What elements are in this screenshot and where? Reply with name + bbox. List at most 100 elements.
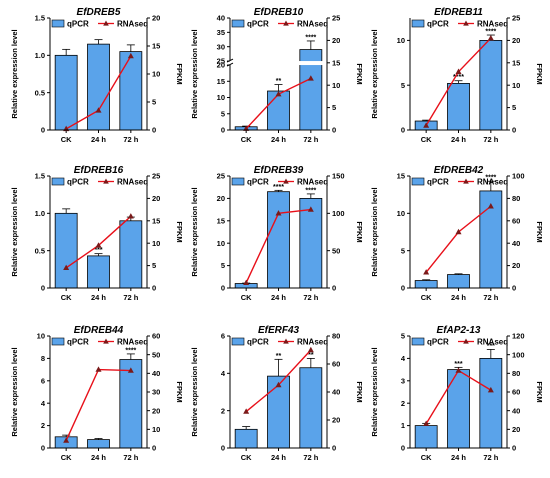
- left-tick-label: 1.0: [35, 209, 45, 218]
- rnaseq-point: [95, 242, 102, 248]
- legend: qPCR RNAseq: [231, 177, 328, 187]
- significance-label: ****: [453, 74, 464, 81]
- qpcr-bar: [87, 255, 110, 289]
- right-tick-label: 0: [332, 444, 336, 453]
- right-tick-label: 40: [152, 369, 160, 378]
- left-tick-label: 5: [221, 109, 225, 118]
- legend-bar-label: qPCR: [427, 178, 449, 187]
- qpcr-bar: [267, 90, 290, 131]
- left-tick-label: 5: [401, 332, 405, 341]
- significance-label: ****: [125, 347, 136, 354]
- rnaseq-point: [423, 122, 430, 128]
- category-label: CK: [421, 453, 432, 462]
- left-tick-label: 25: [217, 57, 225, 66]
- right-axis-label: FPKM: [535, 63, 544, 84]
- right-axis-label: FPKM: [535, 381, 544, 402]
- rnaseq-point: [243, 279, 250, 285]
- right-tick-label: 5: [332, 103, 336, 112]
- right-tick-label: 5: [512, 103, 516, 112]
- left-tick-label: 25: [217, 172, 225, 181]
- qpcr-bar: [54, 212, 78, 289]
- left-tick-label: 35: [217, 28, 225, 37]
- category-label: 24 h: [451, 453, 466, 462]
- legend-line-marker: [463, 338, 469, 344]
- panel-efdreb5: EfDREB5 Relative expression level FPKM 0 0.5…: [10, 7, 184, 144]
- category-label: 24 h: [451, 293, 466, 302]
- qpcr-bar: [87, 439, 110, 449]
- right-tick-label: 0: [512, 284, 516, 293]
- legend: qPCR RNAseq: [411, 338, 508, 347]
- right-tick-label: 40: [512, 406, 520, 415]
- right-tick-label: 5: [152, 98, 156, 107]
- left-tick-label: 0: [401, 444, 405, 453]
- left-tick-label: 0: [41, 444, 45, 453]
- qpcr-bar: [87, 43, 110, 131]
- significance-label: ****: [273, 184, 284, 191]
- right-tick-label: 100: [332, 209, 345, 218]
- left-tick-label: 10: [217, 239, 225, 248]
- legend-bar-label: qPCR: [427, 338, 449, 347]
- rnaseq-point: [275, 90, 282, 97]
- legend-bar-swatch: [411, 177, 425, 186]
- legend-line-marker: [103, 178, 109, 184]
- category-label: 72 h: [303, 135, 318, 144]
- right-tick-label: 80: [332, 332, 340, 341]
- right-tick-label: 25: [332, 14, 340, 23]
- right-tick-label: 15: [152, 216, 160, 225]
- legend-line-marker: [103, 20, 109, 26]
- left-axis-label: Relative expression level: [10, 187, 19, 276]
- right-tick-label: 10: [332, 81, 340, 90]
- category-label: CK: [61, 453, 72, 462]
- right-axis-label: FPKM: [175, 381, 184, 402]
- legend-line-marker: [283, 178, 289, 184]
- rnaseq-point: [63, 437, 70, 443]
- right-tick-label: 0: [512, 444, 516, 453]
- significance-label: ***: [487, 343, 495, 350]
- right-axis-label: FPKM: [175, 221, 184, 242]
- left-tick-label: 2: [41, 421, 45, 430]
- legend-bar-swatch: [231, 177, 245, 186]
- left-tick-label: 2: [221, 406, 225, 415]
- bar-break-gap: [298, 61, 323, 66]
- left-tick-label: 0: [41, 126, 45, 135]
- qpcr-bar: [119, 220, 143, 289]
- right-tick-label: 80: [512, 194, 520, 203]
- qpcr-bar: [414, 280, 438, 289]
- left-tick-label: 0: [221, 284, 225, 293]
- left-tick-label: 1.5: [35, 172, 45, 181]
- left-tick-label: 2: [401, 399, 405, 408]
- right-tick-label: 20: [332, 36, 340, 45]
- axis-break-mark: [226, 62, 234, 67]
- right-tick-label: 60: [332, 360, 340, 369]
- panel-efdreb16: EfDREB16 Relative expression level FPKM 0 0.…: [10, 165, 184, 302]
- legend-line-marker: [103, 338, 109, 344]
- legend-line-label: RNAseq: [117, 338, 148, 347]
- rnaseq-point: [455, 228, 462, 235]
- rnaseq-point: [307, 206, 314, 212]
- left-tick-label: 6: [41, 376, 45, 385]
- left-axis-label: Relative expression level: [10, 347, 19, 436]
- left-tick-label: 3: [401, 376, 405, 385]
- right-tick-label: 150: [332, 172, 345, 181]
- left-tick-label: 15: [397, 172, 405, 181]
- right-tick-label: 5: [152, 261, 156, 270]
- left-tick-label: 0: [401, 284, 405, 293]
- right-tick-label: 10: [152, 425, 160, 434]
- right-tick-label: 20: [152, 14, 160, 23]
- legend-bar-swatch: [51, 19, 65, 28]
- left-tick-label: 5: [401, 246, 405, 255]
- category-label: CK: [61, 135, 72, 144]
- left-tick-label: 0: [41, 284, 45, 293]
- legend-line-label: RNAseq: [477, 20, 508, 29]
- axis-break-mark: [226, 58, 234, 63]
- panel-title: EfDREB11: [434, 7, 483, 18]
- qpcr-bar: [479, 39, 503, 131]
- left-tick-label: 10: [397, 209, 405, 218]
- left-tick-label: 10: [397, 36, 405, 45]
- legend-line-marker: [283, 20, 289, 26]
- left-tick-label: 40: [217, 14, 225, 23]
- legend: qPCR RNAseq: [51, 19, 148, 29]
- right-tick-label: 40: [332, 388, 340, 397]
